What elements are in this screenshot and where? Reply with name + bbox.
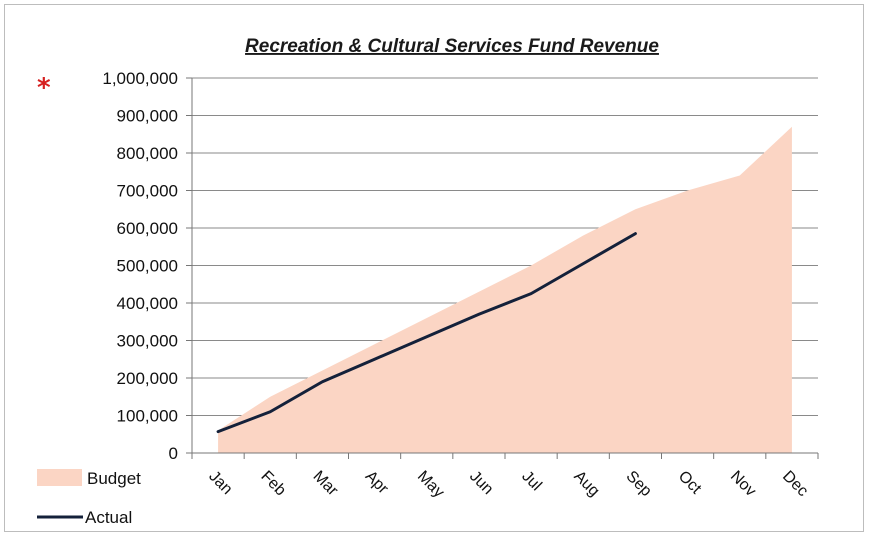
actual-line: [216, 232, 637, 434]
y-tick-labels: 0 100,000 200,000 300,000 400,000 500,000 600,…: [102, 69, 178, 463]
y-tick-label: 900,000: [117, 107, 178, 126]
y-tick-label: 0: [169, 444, 178, 463]
legend-budget-label: Budget: [87, 469, 141, 488]
x-tick-labels: Jan Feb Mar Apr May Jun Jul Aug Sep Oct Nov Dec: [205, 468, 811, 501]
y-tick-label: 1,000,000: [102, 69, 178, 88]
budget-area: [218, 126, 792, 453]
actual-line-layer: [216, 232, 637, 434]
y-tick-label: 200,000: [117, 369, 178, 388]
asterisk-marker: *: [37, 73, 51, 103]
x-tick-label: Oct: [675, 468, 705, 498]
y-tick-label: 800,000: [117, 144, 178, 163]
chart-frame: [4, 4, 864, 532]
x-tick-label: Mar: [310, 468, 342, 500]
x-tick-label: Apr: [362, 468, 392, 498]
y-tick-label: 600,000: [117, 219, 178, 238]
legend: Budget Actual: [37, 469, 141, 527]
y-tick-label: 300,000: [117, 332, 178, 351]
y-tick-label: 700,000: [117, 182, 178, 201]
y-tick-label: 100,000: [117, 407, 178, 426]
x-tick-label: Feb: [257, 468, 289, 500]
budget-area-layer: [218, 126, 792, 453]
axes: [186, 77, 819, 459]
y-tick-label: 400,000: [117, 294, 178, 313]
x-tick-label: May: [414, 468, 447, 501]
x-tick-label: Dec: [779, 468, 811, 500]
legend-budget-swatch: [37, 469, 82, 486]
x-tick-label: Jan: [205, 468, 235, 498]
x-tick-label: Aug: [570, 468, 602, 500]
chart-title: Recreation & Cultural Services Fund Reve…: [245, 36, 659, 57]
y-tick-label: 500,000: [117, 257, 178, 276]
x-tick-label: Jul: [518, 468, 544, 494]
x-tick-label: Jun: [466, 468, 496, 498]
legend-actual-label: Actual: [85, 508, 132, 527]
x-tick-label: Sep: [623, 468, 655, 500]
x-tick-label: Nov: [727, 468, 759, 500]
